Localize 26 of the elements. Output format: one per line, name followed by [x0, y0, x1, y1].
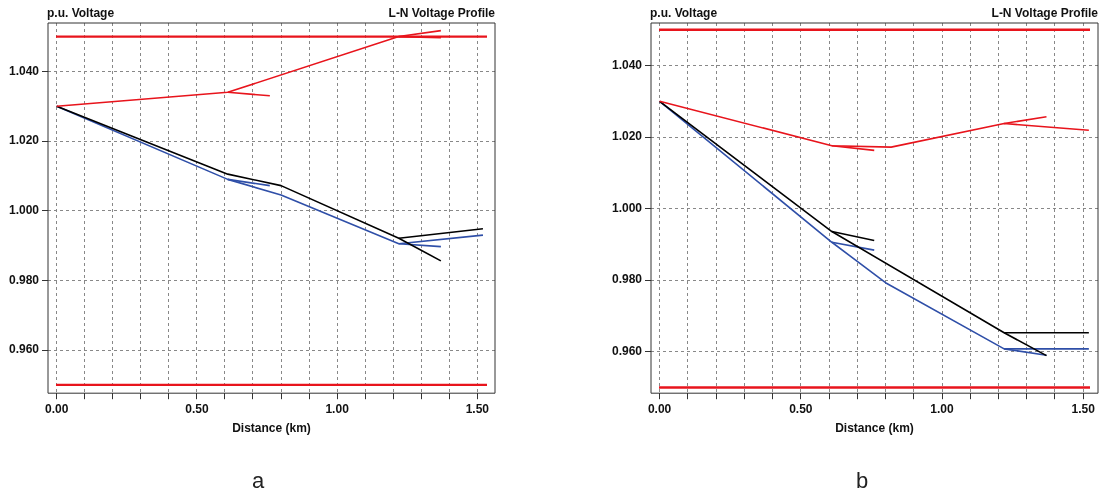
chart-title: L-N Voltage Profile — [991, 6, 1099, 21]
x-axis-title: Distance (km) — [232, 421, 311, 436]
y-tick-label: 0.980 — [611, 272, 643, 287]
x-tick-label: 1.00 — [930, 401, 955, 416]
y-tick-label: 1.040 — [611, 57, 643, 72]
x-tick-label: 0.50 — [789, 401, 813, 416]
y-tick-label: 1.040 — [8, 63, 40, 78]
y-tick-label: 1.000 — [8, 203, 40, 218]
x-tick-label: 0.50 — [185, 401, 209, 416]
text: a — [250, 468, 266, 494]
y-tick-label: 1.020 — [611, 129, 643, 144]
x-tick-label: 1.50 — [1071, 401, 1096, 416]
x-tick-label: 1.00 — [325, 401, 350, 416]
y-tick-label: 0.980 — [8, 272, 40, 287]
text: b — [854, 468, 870, 494]
x-tick-label: 0.00 — [45, 401, 69, 416]
y-tick-label: 1.020 — [8, 133, 40, 148]
y-tick-label: 1.000 — [611, 200, 643, 215]
y-axis-title: p.u. Voltage — [650, 6, 718, 21]
y-axis-title: p.u. Voltage — [47, 6, 115, 21]
x-tick-label: 1.50 — [465, 401, 490, 416]
chart-title: L-N Voltage Profile — [388, 6, 496, 21]
x-axis-title: Distance (km) — [835, 421, 914, 436]
y-tick-label: 0.960 — [8, 342, 40, 357]
y-tick-label: 0.960 — [611, 344, 643, 359]
x-tick-label: 0.00 — [647, 401, 672, 416]
